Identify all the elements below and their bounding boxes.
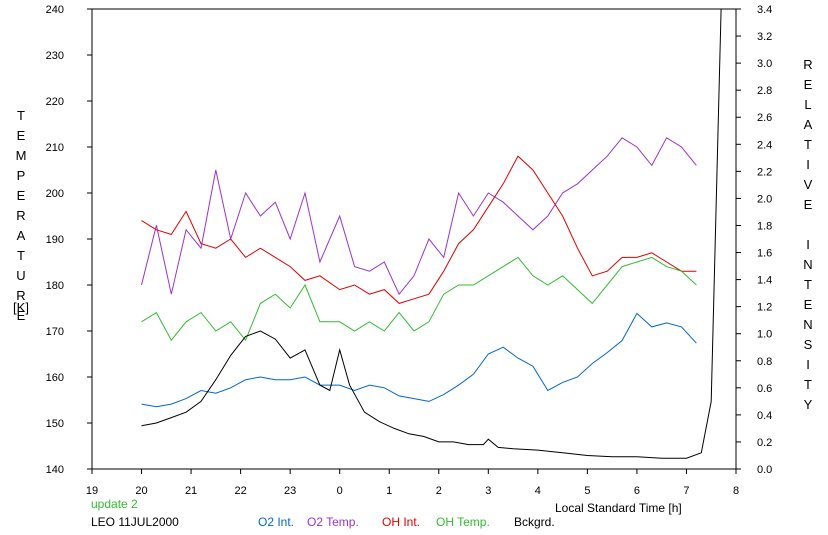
y-right-tick-label: 3.0 [757, 58, 772, 70]
y-left-tick-label: 170 [46, 326, 64, 338]
y-left-tick-label: 140 [46, 464, 64, 476]
y-right-tick-label: 1.4 [757, 275, 772, 287]
legend-bckgrd: Bckgrd. [514, 515, 555, 529]
y-right-tick-label: 1.0 [757, 329, 772, 341]
y-left-tick-label: 160 [46, 372, 64, 384]
x-tick-label: 6 [634, 485, 640, 497]
x-tick-label: 21 [185, 485, 197, 497]
x-tick-label: 19 [86, 485, 98, 497]
y-left-tick-label: 220 [46, 96, 64, 108]
y-right-tick-label: 0.6 [757, 383, 772, 395]
y-left-tick-label: 210 [46, 142, 64, 154]
y-axis-left-unit: [K] [13, 300, 29, 315]
y-right-tick-label: 0.8 [757, 356, 772, 368]
x-tick-label: 5 [584, 485, 590, 497]
legend-o2-temp: O2 Temp. [307, 515, 359, 529]
y-left-tick-label: 150 [46, 418, 64, 430]
x-tick-label: 0 [337, 485, 343, 497]
series-o2-int-line [141, 312, 697, 408]
y-right-tick-label: 0.4 [757, 410, 772, 422]
axis-ticks: 19 20 21 22 23 0 1 2 3 4 5 6 7 8140150160170180190200… [46, 4, 773, 497]
series-oh-int-line [141, 155, 697, 304]
y-right-tick-label: 1.8 [757, 220, 772, 232]
y-right-tick-label: 2.6 [757, 112, 772, 124]
y-right-tick-label: 2.4 [757, 139, 772, 151]
y-right-tick-label: 2.8 [757, 85, 772, 97]
x-axis-label: Local Standard Time [h] [555, 501, 682, 515]
y-left-tick-label: 200 [46, 188, 64, 200]
series-o2-temp-line [141, 137, 697, 296]
plot-frame [91, 8, 737, 470]
y-left-tick-label: 240 [46, 4, 64, 16]
series-layer [141, 8, 722, 459]
y-right-tick-label: 1.6 [757, 248, 772, 260]
x-tick-label: 2 [436, 485, 442, 497]
x-tick-label: 3 [485, 485, 491, 497]
update-label: update 2 [91, 497, 138, 511]
series-bckgrd-line [141, 8, 722, 459]
y-left-tick-label: 230 [46, 50, 64, 62]
x-tick-label: 4 [535, 485, 541, 497]
x-tick-label: 22 [234, 485, 246, 497]
y-right-tick-label: 2.0 [757, 193, 772, 205]
y-right-tick-label: 3.4 [757, 4, 772, 16]
x-tick-label: 20 [135, 485, 147, 497]
x-tick-label: 8 [733, 485, 739, 497]
y-right-tick-label: 0.0 [757, 464, 772, 476]
y-left-tick-label: 180 [46, 280, 64, 292]
y-right-tick-label: 1.2 [757, 302, 772, 314]
y-right-tick-label: 2.2 [757, 166, 772, 178]
series-oh-temp-line [141, 256, 697, 342]
x-tick-label: 1 [386, 485, 392, 497]
legend-oh-int: OH Int. [382, 515, 421, 529]
legend-o2-int: O2 Int. [258, 515, 295, 529]
y-left-tick-label: 190 [46, 234, 64, 246]
x-tick-label: 23 [284, 485, 296, 497]
station-date-label: LEO 11JUL2000 [91, 515, 179, 529]
legend-oh-temp: OH Temp. [436, 515, 490, 529]
x-tick-label: 7 [683, 485, 689, 497]
y-right-tick-label: 0.2 [757, 437, 772, 449]
y-right-tick-label: 3.2 [757, 31, 772, 43]
